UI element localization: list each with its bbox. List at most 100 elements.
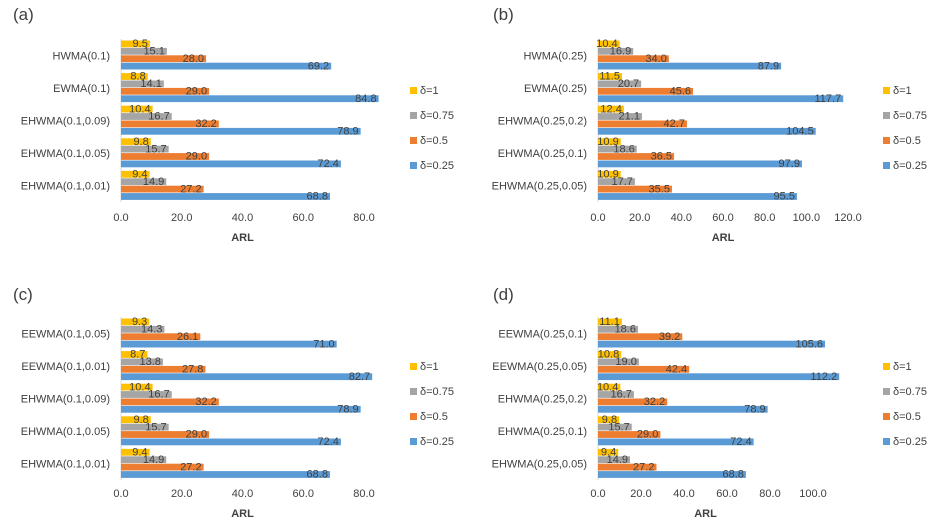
panel-d-legend-swatch [883, 363, 890, 370]
panel-d-legend-label: δ=0.5 [893, 411, 921, 423]
panel-b-legend-swatch [883, 137, 890, 144]
panel-b-category-label: EHWMA(0.25,0.1) [498, 148, 587, 160]
panel-b-bar-value-label: 17.7 [611, 176, 632, 188]
panel-d-bar [598, 358, 639, 366]
panel-a-x-axis-title: ARL [231, 232, 254, 244]
panel-c-bar [121, 383, 153, 391]
panel-b-bar-value-label: 16.9 [610, 46, 631, 58]
panel-c-bar-value-label: 78.9 [337, 404, 358, 416]
panel-b-bar [598, 62, 782, 70]
panel-d-bar [598, 438, 754, 446]
panel-b-legend-swatch [883, 162, 890, 169]
panel-d-bar [598, 405, 768, 413]
panel-a-bar-value-label: 9.8 [133, 136, 148, 148]
panel-b-category-label: EHWMA(0.25,0.05) [492, 181, 587, 193]
panel-c-bar-value-label: 32.2 [195, 396, 216, 408]
panel-a-bar-value-label: 84.8 [355, 93, 376, 105]
panel-b-bar-value-label: 95.5 [774, 191, 795, 203]
panel-d-legend-swatch [883, 388, 890, 395]
panel-b-bar [598, 170, 621, 178]
panel-d-bar-value-label: 27.2 [633, 461, 654, 473]
panel-c-category-label: EHWMA(0.1,0.01) [21, 459, 110, 471]
panel-c-bar [121, 416, 151, 424]
panel-c-legend-label: δ=0.5 [420, 411, 448, 423]
panel-b-bar-value-label: 42.7 [664, 118, 685, 130]
panel-c-bar-value-label: 29.0 [186, 429, 207, 441]
panel-d-bar-value-label: 16.7 [610, 389, 631, 401]
panel-d-legend-label: δ=0.75 [893, 386, 927, 398]
panel-a-bar-value-label: 10.4 [129, 103, 150, 115]
panel-a-category-label: HWMA(0.1) [53, 50, 110, 62]
panel-a-bar [121, 178, 167, 186]
panel-b-bar [598, 95, 844, 103]
panel-a-legend-label: δ=0.25 [420, 160, 454, 172]
panel-a-bar [121, 170, 150, 178]
panel-d-bar-value-label: 19.0 [615, 356, 636, 368]
panel-d-bar-value-label: 18.6 [615, 324, 636, 336]
panel-c-bar-value-label: 9.3 [132, 316, 147, 328]
panel-b-legend-label: δ=0.25 [893, 160, 927, 172]
panel-a-bar [121, 193, 330, 200]
panel-c-category-label: EEWMA(0.1,0.01) [21, 361, 110, 373]
panel-c-bar-value-label: 27.8 [182, 364, 203, 376]
panel-c-bar-value-label: 14.9 [143, 454, 164, 466]
panel-c-bar-value-label: 27.2 [180, 461, 201, 473]
panel-b-bar [598, 40, 620, 48]
panel-a-bar [121, 113, 172, 120]
panel-a-legend-label: δ=0.75 [420, 110, 454, 122]
panel-c-bar-value-label: 82.7 [349, 371, 370, 383]
panel-d-x-tick-label: 80.0 [759, 488, 780, 500]
panel-d-bar-value-label: 112.2 [811, 371, 838, 383]
panel-d-bar-value-label: 14.9 [607, 454, 628, 466]
panel-a-x-tick-label: 20.0 [171, 212, 192, 224]
panel-c-legend-swatch [410, 388, 417, 395]
panel-d-legend-label: δ=0.25 [893, 436, 927, 448]
panel-a-bar [121, 47, 167, 55]
panel-a-legend-swatch [410, 112, 417, 119]
panel-c-bar [121, 391, 172, 398]
panel-d-bar-value-label: 10.4 [597, 381, 618, 393]
panel-b-bar-value-label: 104.5 [786, 126, 814, 138]
panel-d-bar-value-label: 72.4 [730, 436, 751, 448]
panel-d-bar [598, 416, 620, 424]
panel-a-bar [121, 145, 169, 153]
panel-c-legend-label: δ=0.75 [420, 386, 454, 398]
panel-c-category-label: EEWMA(0.1,0.05) [21, 328, 110, 340]
panel-d-bar [598, 351, 622, 358]
panel-b-bar-value-label: 36.5 [651, 151, 672, 163]
panel-c-bar-value-label: 26.1 [177, 331, 198, 343]
panel-d-bar-value-label: 9.8 [602, 414, 617, 426]
panel-d-bar [598, 340, 826, 348]
panel-d-bar-value-label: 10.8 [598, 349, 619, 361]
panel-a-legend-swatch [410, 137, 417, 144]
panel-b-bar-value-label: 10.4 [596, 38, 617, 50]
panel-c-x-tick-label: 80.0 [353, 488, 374, 500]
panel-c-x-axis-title: ARL [231, 508, 254, 520]
panel-c-category-label: EHWMA(0.1,0.09) [21, 394, 110, 406]
panel-d-x-tick-label: 20.0 [630, 488, 651, 500]
panel-a-bar [121, 138, 151, 146]
panel-d-bar-value-label: 15.7 [608, 421, 629, 433]
panel-b-bar [598, 160, 802, 168]
panel-b-category-label: EHWMA(0.25,0.2) [498, 116, 587, 128]
panel-d-bar-value-label: 9.4 [601, 447, 616, 459]
panel-c-bar [121, 351, 148, 358]
panel-c-category-label: EHWMA(0.1,0.05) [21, 426, 110, 438]
panel-d-x-tick-label: 60.0 [716, 488, 737, 500]
panel-d-x-tick-label: 40.0 [673, 488, 694, 500]
panel-d-category-label: EEWMA(0.25,0.05) [492, 361, 587, 373]
panel-b-bar [598, 105, 624, 113]
panel-a-bar-value-label: 32.2 [195, 118, 216, 130]
panel-a-bar [121, 87, 210, 95]
panel-b-bar [598, 73, 622, 80]
panel-a-bar-value-label: 9.5 [133, 38, 148, 50]
panel-a-bar-value-label: 14.9 [143, 176, 164, 188]
panel-c-bar-value-label: 13.8 [139, 356, 160, 368]
panel-d-bar [598, 471, 746, 478]
panel-b-bar [598, 127, 816, 135]
panel-c-bar-value-label: 9.8 [133, 414, 148, 426]
panel-a-bar-value-label: 15.7 [145, 143, 166, 155]
panel-b-x-tick-label: 0.0 [590, 212, 605, 224]
panel-a-bar [121, 80, 164, 88]
